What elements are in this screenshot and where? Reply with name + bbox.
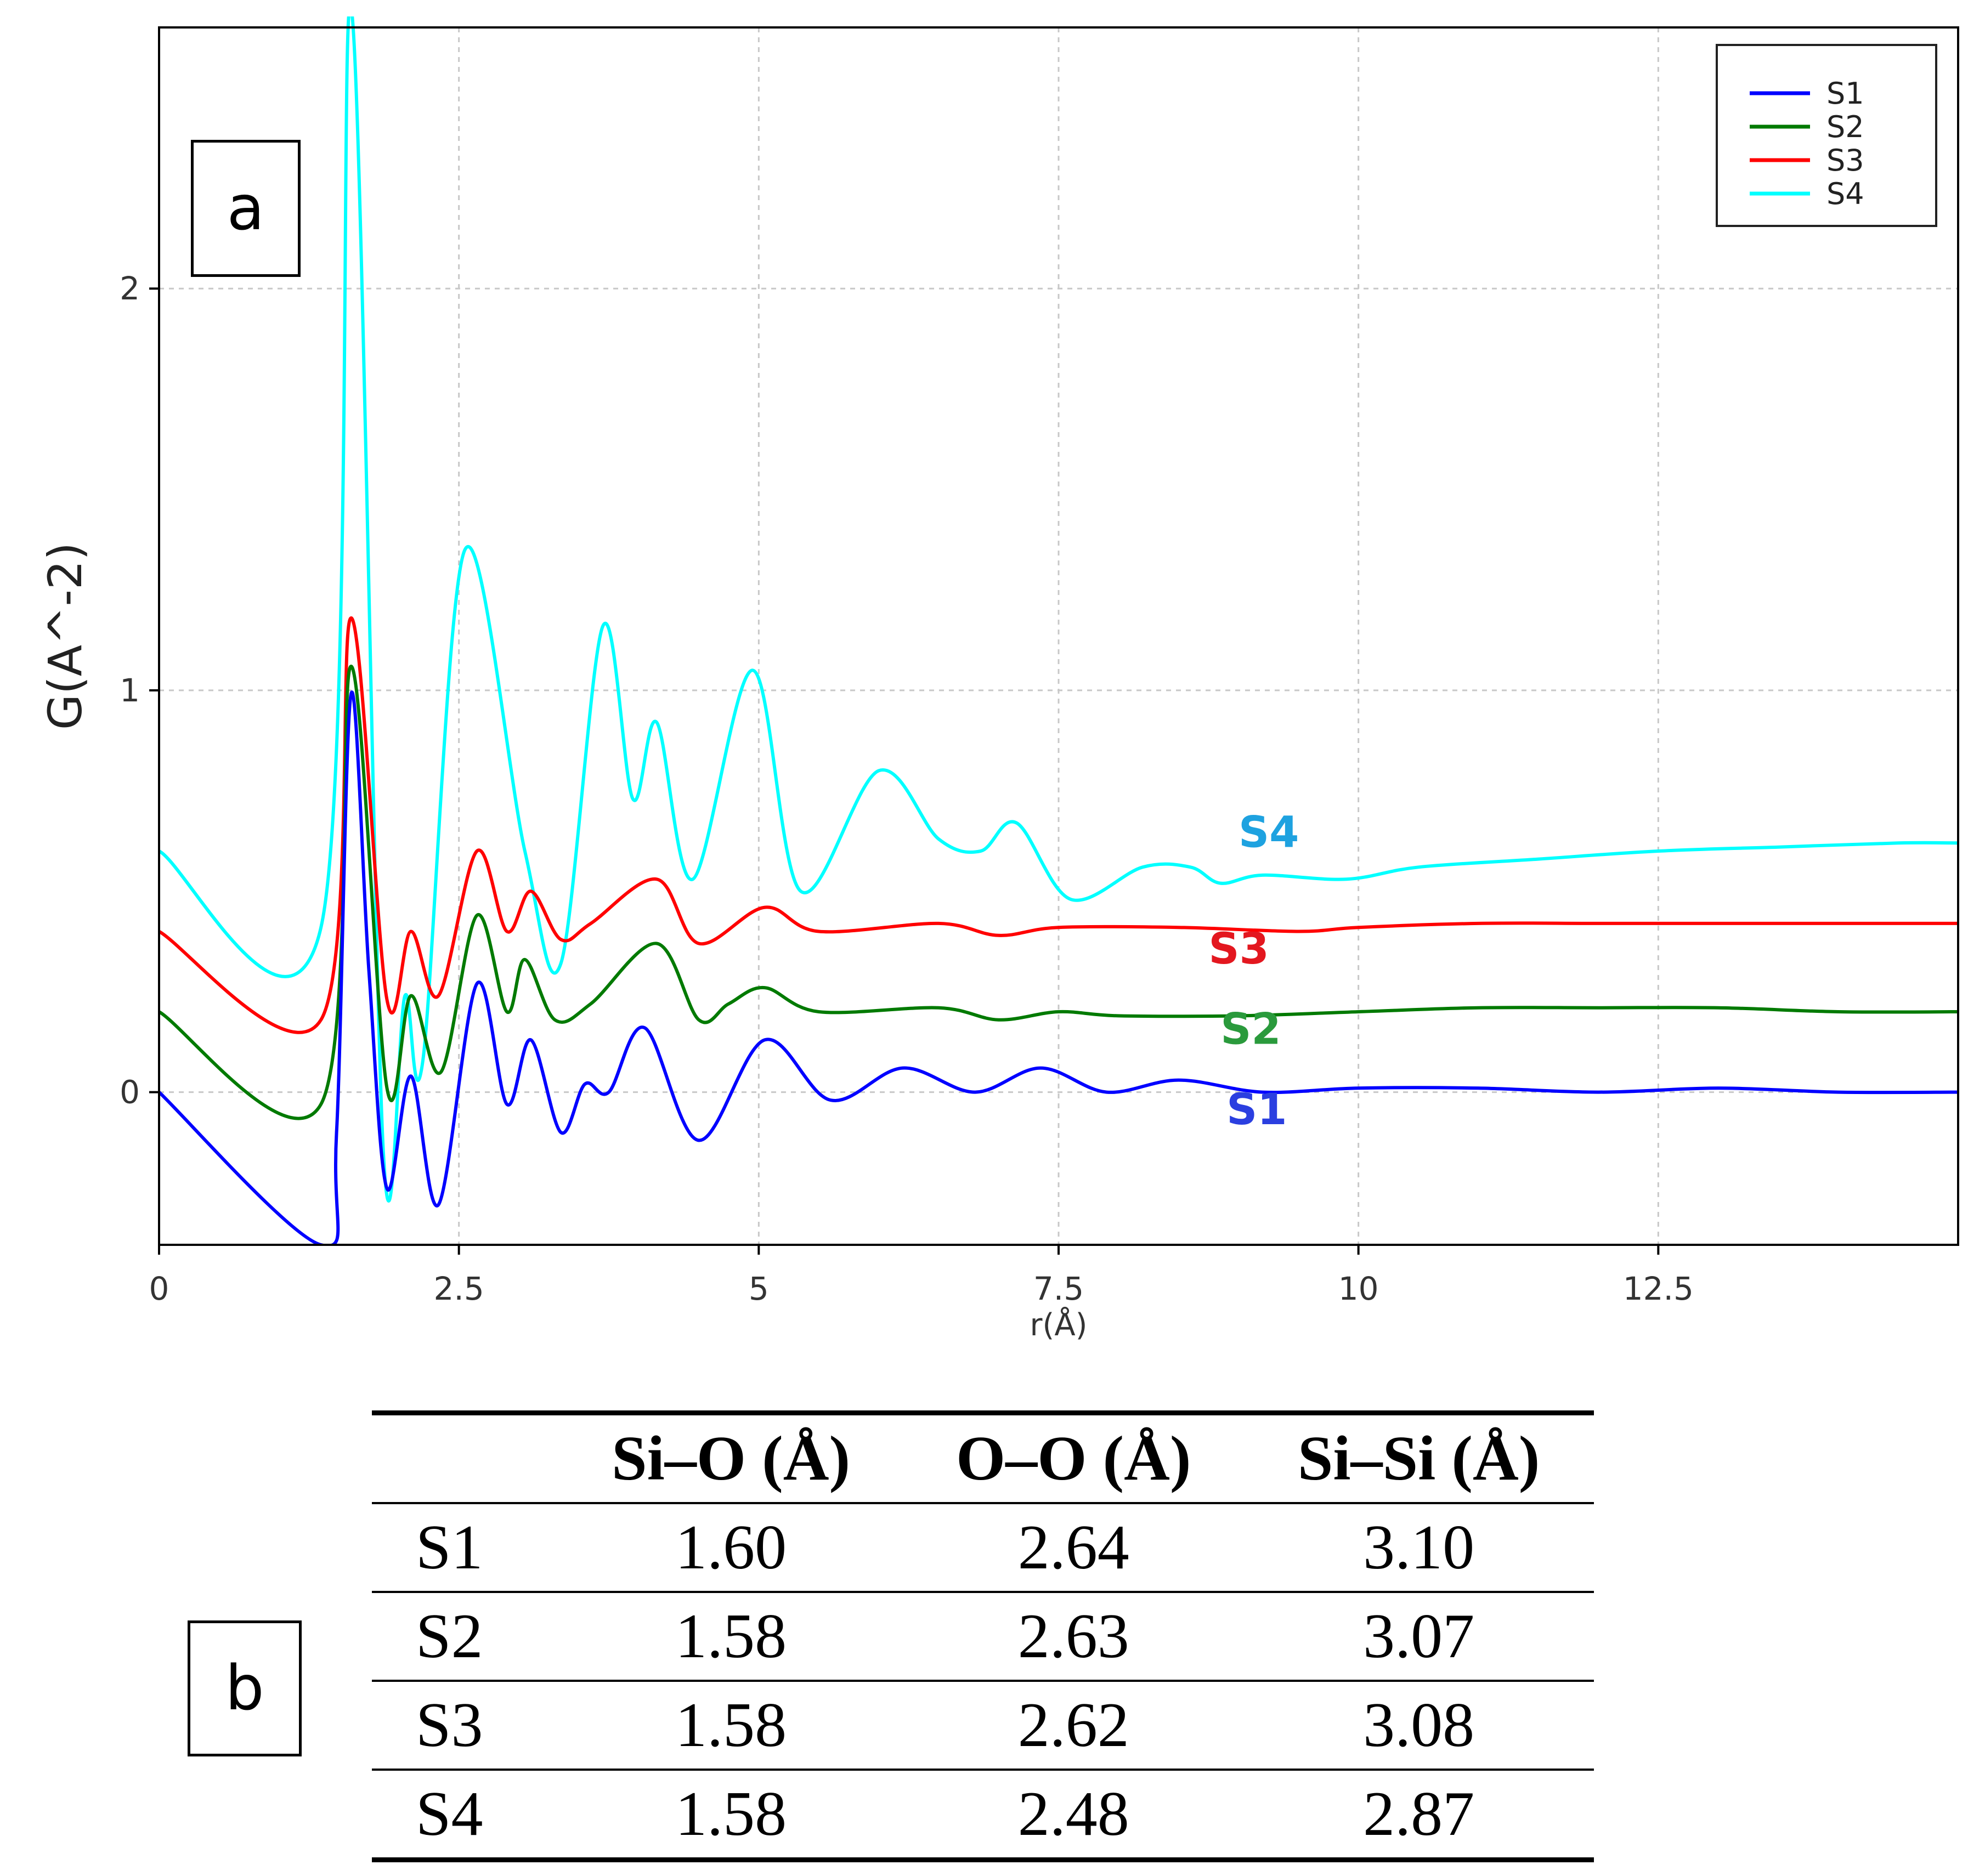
row-label: S3 xyxy=(416,1690,483,1760)
cell-si-si: 2.87 xyxy=(1363,1778,1475,1849)
table-row: S2 1.58 2.63 3.07 xyxy=(372,1592,1594,1681)
legend-label-s1: S1 xyxy=(1826,76,1864,111)
series-line-s3 xyxy=(159,616,1958,1034)
y-tick-label: 2 xyxy=(120,270,140,307)
table-row: S3 1.58 2.62 3.08 xyxy=(372,1681,1594,1770)
series-line-s4 xyxy=(159,16,1958,1203)
cell-si-o: 1.58 xyxy=(675,1690,787,1760)
axis-ticks: 0 2.5 5 7.5 10 12.5 0 1 2 xyxy=(120,270,1694,1307)
table-row: S4 1.58 2.48 2.87 xyxy=(372,1770,1594,1860)
table-row: S1 1.60 2.64 3.10 xyxy=(372,1503,1594,1592)
series-label-s2: S2 xyxy=(1220,1005,1281,1055)
panel-label-b: b xyxy=(188,1620,302,1756)
cell-si-si: 3.07 xyxy=(1363,1601,1475,1671)
legend-label-s3: S3 xyxy=(1826,143,1864,178)
header-si-si: Si–Si (Å) xyxy=(1297,1423,1540,1494)
cell-o-o: 2.48 xyxy=(1017,1778,1129,1849)
grid-lines xyxy=(159,27,1958,1245)
series-end-labels: S1 S2 S3 S4 xyxy=(1208,808,1299,1135)
series-line-s2 xyxy=(159,664,1958,1120)
cell-si-o: 1.58 xyxy=(675,1601,787,1671)
x-tick-label: 12.5 xyxy=(1623,1270,1694,1307)
series-label-s3: S3 xyxy=(1208,925,1269,974)
cell-si-o: 1.58 xyxy=(675,1778,787,1849)
panel-label-a: a xyxy=(191,140,301,277)
panel-label-b-text: b xyxy=(225,1653,264,1724)
row-label: S4 xyxy=(416,1778,483,1849)
row-label: S1 xyxy=(416,1512,483,1583)
series-label-s1: S1 xyxy=(1226,1085,1287,1135)
y-axis-label: G(A^-2) xyxy=(38,542,92,730)
legend-box xyxy=(1716,44,1937,227)
cell-o-o: 2.64 xyxy=(1017,1512,1129,1583)
x-axis-label: r(Å) xyxy=(1030,1307,1087,1343)
legend-label-s4: S4 xyxy=(1826,177,1864,211)
table-header-row: Si–O (Å) O–O (Å) Si–Si (Å) xyxy=(372,1413,1594,1504)
cell-si-si: 3.08 xyxy=(1363,1690,1475,1760)
x-tick-label: 0 xyxy=(149,1270,169,1307)
bond-length-table: Si–O (Å) O–O (Å) Si–Si (Å) S1 1.60 2.64 … xyxy=(372,1410,1594,1862)
cell-o-o: 2.63 xyxy=(1017,1601,1129,1671)
header-o-o: O–O (Å) xyxy=(956,1423,1191,1494)
series-lines xyxy=(159,16,1958,1245)
legend-label-s2: S2 xyxy=(1826,110,1864,144)
cell-si-o: 1.60 xyxy=(675,1512,787,1583)
x-tick-label: 7.5 xyxy=(1033,1270,1084,1307)
header-si-o: Si–O (Å) xyxy=(612,1423,851,1494)
x-tick-label: 2.5 xyxy=(434,1270,484,1307)
x-tick-label: 5 xyxy=(749,1270,769,1307)
x-tick-label: 10 xyxy=(1338,1270,1379,1307)
y-tick-label: 1 xyxy=(120,672,140,709)
y-tick-label: 0 xyxy=(120,1074,140,1111)
row-label: S2 xyxy=(416,1601,483,1671)
series-line-s1 xyxy=(159,690,1958,1245)
panel-label-a-text: a xyxy=(227,173,265,244)
cell-si-si: 3.10 xyxy=(1363,1512,1475,1583)
table-corner-cell xyxy=(372,1413,558,1504)
cell-o-o: 2.62 xyxy=(1017,1690,1129,1760)
series-label-s4: S4 xyxy=(1238,808,1299,858)
